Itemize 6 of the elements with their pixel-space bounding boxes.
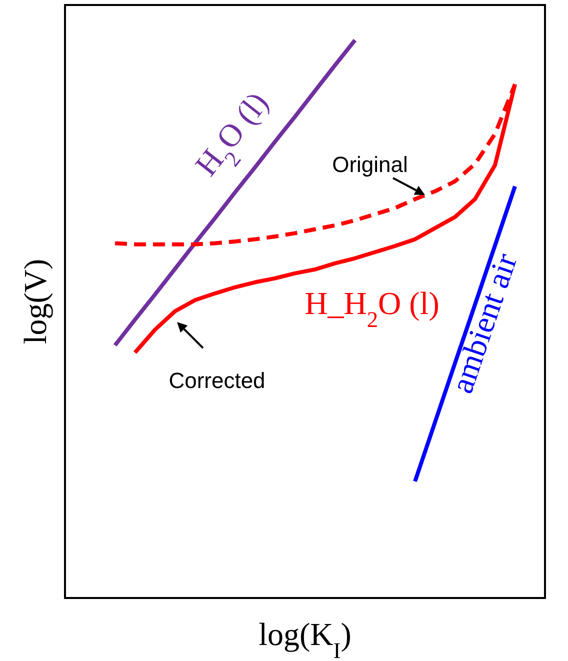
annotation: Corrected <box>168 368 266 393</box>
series-label: H_H$_{2}$O (l) <box>304 285 440 332</box>
text: ambient air <box>443 248 524 398</box>
annotation: Original <box>332 152 408 177</box>
x-axis-title: log(K$_{I}$) <box>258 616 352 661</box>
y-axis-title: log(V) <box>17 258 53 344</box>
